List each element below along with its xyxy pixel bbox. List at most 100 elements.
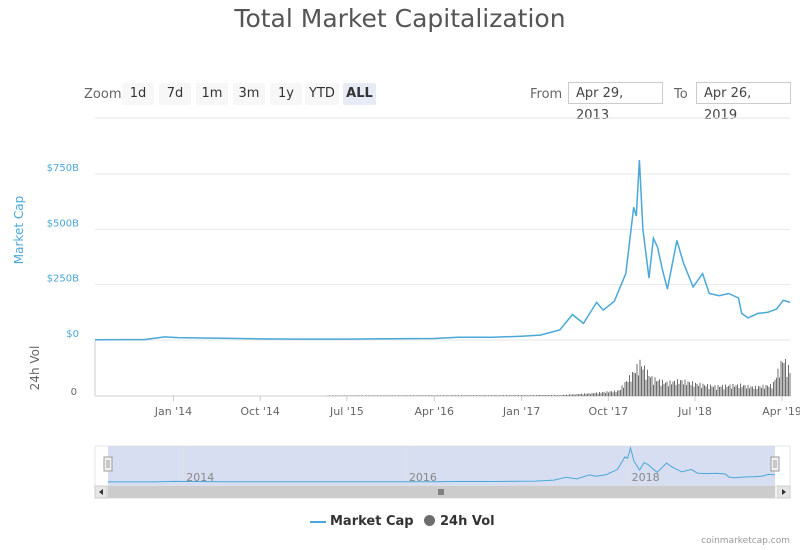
volume-bar [732, 384, 734, 396]
volume-bar [702, 383, 704, 396]
volume-bar [737, 384, 738, 396]
volume-bar [516, 395, 518, 396]
volume-bar [665, 382, 666, 396]
x-tick-label: Oct '17 [589, 405, 629, 418]
volume-bar [600, 392, 602, 396]
volume-bar [710, 384, 711, 396]
volume-bar [657, 380, 659, 396]
volume-bar [612, 392, 614, 396]
zoom-ytd-button[interactable]: YTD [305, 83, 339, 105]
volume-bar [399, 395, 401, 396]
zoom-1m-button[interactable]: 1m [196, 83, 228, 105]
volume-bar [470, 395, 471, 396]
volume-bar [335, 395, 336, 396]
volume-bar [548, 395, 549, 396]
volume-bar [398, 395, 399, 396]
credits-link[interactable]: coinmarketcap.com [701, 536, 790, 546]
x-tick-label: Apr '16 [414, 405, 454, 418]
volume-bar [587, 393, 588, 396]
from-label: From [530, 87, 563, 102]
volume-bar [588, 393, 590, 396]
volume-bar [362, 395, 363, 396]
volume-bar [762, 384, 764, 396]
y-tick-label: $0 [66, 329, 79, 340]
volume-bar [486, 395, 488, 396]
volume-bar [639, 359, 641, 396]
navigator-scrollbar[interactable] [94, 485, 791, 499]
volume-bar [572, 394, 573, 396]
market-cap-series-line[interactable] [94, 160, 791, 341]
zoom-label: Zoom [84, 87, 122, 102]
volume-bar [786, 376, 788, 396]
volume-bar [770, 383, 771, 396]
volume-bar [429, 395, 431, 396]
volume-bar [536, 395, 537, 396]
navigator-left-handle[interactable] [103, 456, 113, 472]
volume-bar [374, 395, 375, 396]
volume-bar [680, 380, 681, 396]
volume-bar [567, 395, 569, 396]
volume-bar [497, 395, 498, 396]
volume-bar [747, 384, 749, 396]
navigator[interactable]: 2014 2016 2018 [94, 445, 791, 487]
legend-market-cap[interactable]: Market Cap [310, 514, 414, 529]
y-axis-title: Market Cap [12, 196, 26, 264]
volume-bar [782, 362, 783, 396]
volume-bar [720, 386, 722, 396]
navigator-right-handle[interactable] [770, 456, 780, 472]
x-axis-tick-labels: Jan '14 Oct '14 Jul '15 Apr '16 Jan '17 Oct '… [154, 396, 800, 418]
volume-bar [638, 375, 639, 396]
volume-bar [593, 393, 594, 396]
volume-bar [354, 395, 356, 396]
zoom-1y-button[interactable]: 1y [270, 83, 302, 105]
volume-bar [644, 365, 645, 396]
volume-bar [741, 387, 743, 396]
volume-bar [701, 388, 702, 396]
volume-bar [687, 381, 689, 396]
zoom-1d-button[interactable]: 1d [122, 83, 154, 105]
volume-bar [758, 386, 759, 396]
volume-bar [483, 395, 485, 396]
legend-volume[interactable]: 24h Vol [424, 514, 495, 529]
volume-bar [707, 384, 708, 396]
volume-bar [501, 395, 503, 396]
volume-bar [597, 393, 599, 396]
volume-bar [653, 384, 654, 396]
volume-bar [573, 394, 575, 396]
volume-bar [357, 395, 359, 396]
from-date-input[interactable]: Apr 29, 2013 [568, 82, 663, 123]
volume-bar [678, 383, 680, 396]
zoom-7d-button[interactable]: 7d [159, 83, 191, 105]
volume-bar [513, 395, 515, 396]
volume-bar [677, 379, 678, 396]
volume-bar [645, 379, 647, 396]
zoom-3m-button[interactable]: 3m [233, 83, 265, 105]
volume-bar [708, 389, 710, 396]
volume-bar [440, 395, 441, 396]
volume-bar [698, 385, 699, 396]
volume-bar [453, 395, 455, 396]
volume-bar [395, 395, 396, 396]
volume-bar [491, 395, 492, 396]
volume-bar [738, 388, 740, 396]
volume-bar [788, 365, 789, 396]
volume-bar [750, 386, 752, 396]
volume-bar [452, 395, 453, 396]
volume-bar [350, 395, 351, 396]
volume-bar [579, 394, 581, 396]
y-tick-label: $750B [47, 163, 79, 174]
zoom-all-button[interactable]: ALL [343, 83, 376, 105]
volume-bar [743, 385, 744, 396]
to-label: To [674, 87, 688, 102]
volume-bar [381, 395, 383, 396]
volume-bar [615, 392, 617, 396]
to-date-input[interactable]: Apr 26, 2019 [696, 82, 791, 123]
volume-bar [546, 395, 548, 396]
volume-bar [479, 395, 480, 396]
volume-bar [686, 385, 687, 396]
volume-bar [560, 395, 561, 396]
volume-bar [714, 385, 716, 396]
volume-bar [377, 395, 378, 396]
volume-bar [540, 395, 542, 396]
